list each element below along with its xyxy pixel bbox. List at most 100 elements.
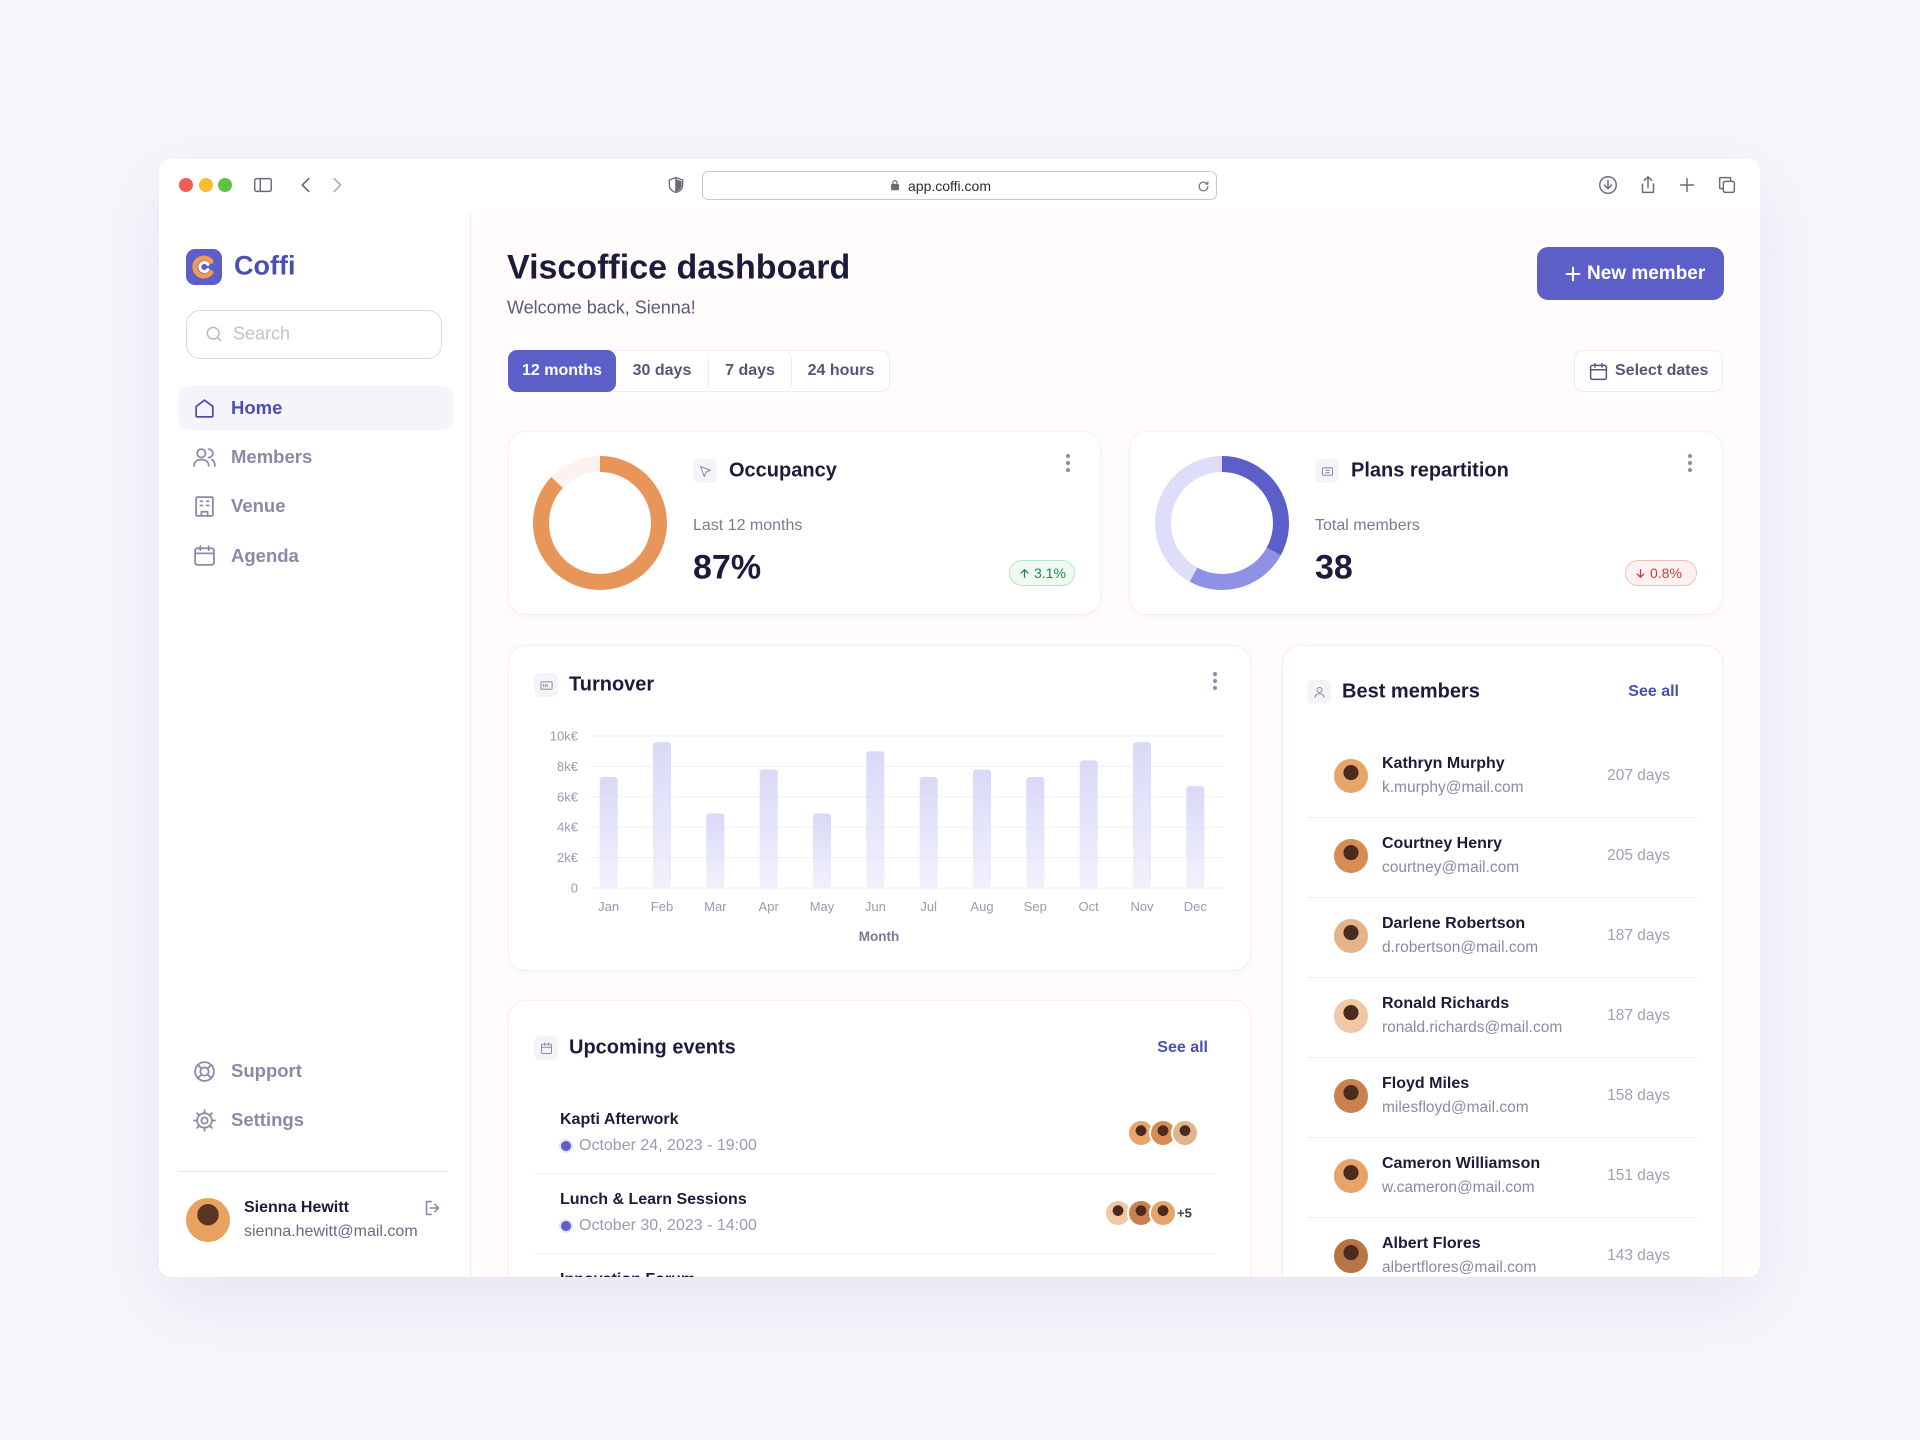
nav-icon[interactable] bbox=[192, 396, 217, 421]
member-name[interactable]: Ronald Richards bbox=[1382, 995, 1510, 1012]
search-box[interactable] bbox=[186, 310, 442, 359]
nav-item[interactable]: Venue bbox=[231, 495, 286, 517]
nav-item[interactable]: Support bbox=[231, 1060, 302, 1081]
nav-icon[interactable] bbox=[192, 494, 217, 519]
card-icon bbox=[539, 678, 554, 693]
arrow-down bbox=[1634, 567, 1647, 580]
row-divider bbox=[1307, 817, 1698, 818]
icon-part bbox=[1321, 466, 1333, 476]
icon-part bbox=[1688, 461, 1692, 465]
icon-part bbox=[1314, 692, 1324, 698]
icon-part bbox=[1688, 468, 1692, 472]
event-name[interactable]: Kapti Afterwork bbox=[560, 1111, 679, 1128]
icon-part bbox=[206, 326, 222, 342]
tab[interactable]: 30 days bbox=[616, 350, 709, 392]
logo[interactable] bbox=[186, 249, 222, 285]
row-divider bbox=[535, 1253, 1215, 1254]
toolbar-button[interactable] bbox=[1716, 174, 1738, 196]
nav-active-bg bbox=[178, 386, 453, 430]
row-divider bbox=[1307, 1217, 1698, 1218]
brand-name: Coffi bbox=[234, 250, 296, 281]
attendees-more: +5 bbox=[1177, 1205, 1192, 1221]
nav-icon[interactable] bbox=[192, 445, 217, 470]
logout-button[interactable] bbox=[422, 1197, 444, 1219]
icon-part bbox=[540, 1041, 552, 1054]
nav-icon[interactable] bbox=[192, 543, 217, 568]
sidebar-toggle[interactable] bbox=[252, 174, 274, 196]
row-divider bbox=[1307, 977, 1698, 978]
sidebar-divider bbox=[178, 1171, 448, 1172]
window-control[interactable] bbox=[198, 178, 213, 192]
plus-icon bbox=[1562, 263, 1584, 285]
icon-part bbox=[892, 180, 898, 185]
icon-part bbox=[193, 547, 215, 566]
nav-item[interactable]: Home bbox=[231, 397, 283, 418]
event-name[interactable]: Innovation Forum bbox=[560, 1271, 696, 1288]
member-name[interactable]: Cameron Williamson bbox=[1382, 1155, 1541, 1172]
event-dot bbox=[561, 1221, 571, 1231]
icon-part bbox=[333, 177, 342, 193]
nav-icon[interactable] bbox=[192, 1108, 217, 1133]
toolbar-button[interactable] bbox=[1597, 174, 1619, 196]
member-name[interactable]: Albert Flores bbox=[1382, 1235, 1481, 1252]
icon-part bbox=[1321, 466, 1333, 476]
icon-part bbox=[1688, 454, 1692, 458]
nav-item[interactable]: Settings bbox=[231, 1109, 304, 1130]
forward-button[interactable] bbox=[326, 174, 348, 196]
select-dates-label[interactable]: Select dates bbox=[1615, 362, 1709, 379]
icon-part bbox=[1213, 679, 1217, 683]
event-dot bbox=[561, 1141, 571, 1151]
icon-part bbox=[1589, 362, 1607, 380]
address-bar[interactable] bbox=[702, 171, 1217, 200]
back-button[interactable] bbox=[295, 174, 317, 196]
tab[interactable]: 7 days bbox=[709, 350, 792, 392]
row-divider bbox=[1307, 1057, 1698, 1058]
nav-item[interactable]: Agenda bbox=[231, 544, 299, 566]
toolbar-button[interactable] bbox=[1637, 174, 1659, 196]
icon-part bbox=[1020, 568, 1028, 578]
user-email: sienna.hewitt@mail.com bbox=[244, 1223, 418, 1240]
reload-button[interactable] bbox=[1196, 179, 1211, 194]
card-title: Upcoming events bbox=[569, 1036, 736, 1059]
tab[interactable]: 12 months bbox=[508, 350, 616, 392]
more-button[interactable] bbox=[1065, 453, 1071, 473]
new-member-label[interactable]: New member bbox=[1587, 263, 1706, 284]
nav-item[interactable]: Members bbox=[231, 446, 313, 468]
tab[interactable]: 24 hours bbox=[807, 362, 875, 379]
more-button[interactable] bbox=[1687, 453, 1693, 473]
member-name[interactable]: Courtney Henry bbox=[1382, 835, 1503, 852]
icon-part bbox=[699, 465, 711, 477]
icon-part bbox=[193, 545, 215, 555]
card-icon-bg bbox=[534, 673, 558, 697]
card-icon bbox=[539, 1041, 554, 1056]
icon-part bbox=[668, 176, 684, 194]
icon-part bbox=[890, 180, 900, 191]
window-control[interactable] bbox=[218, 178, 232, 192]
see-all-link[interactable]: See all bbox=[1628, 683, 1679, 700]
icon-part bbox=[254, 177, 272, 193]
toolbar-button[interactable] bbox=[1676, 174, 1698, 196]
nav-icon[interactable] bbox=[192, 1059, 217, 1084]
member-name[interactable]: Floyd Miles bbox=[1382, 1075, 1470, 1092]
member-name[interactable]: Kathryn Murphy bbox=[1382, 755, 1505, 772]
icon-part bbox=[1066, 454, 1070, 472]
more-button[interactable] bbox=[1212, 671, 1218, 691]
icon-part bbox=[1643, 176, 1653, 189]
icon-part bbox=[301, 177, 310, 193]
icon-part bbox=[1066, 461, 1070, 465]
see-all-link[interactable]: See all bbox=[1157, 1039, 1208, 1056]
member-email: albertflores@mail.com bbox=[1382, 1259, 1537, 1276]
icon-part bbox=[1589, 364, 1607, 380]
event-name[interactable]: Lunch & Learn Sessions bbox=[560, 1191, 747, 1208]
icon-part bbox=[194, 496, 214, 517]
select-dates-button[interactable] bbox=[1574, 350, 1723, 392]
window-control[interactable] bbox=[179, 178, 193, 192]
member-name[interactable]: Darlene Robertson bbox=[1382, 915, 1526, 932]
card-icon-bg bbox=[693, 459, 717, 483]
icon-part bbox=[1066, 454, 1070, 458]
icon-part bbox=[1213, 686, 1217, 690]
icon-part bbox=[1599, 176, 1617, 194]
icon-part bbox=[198, 1065, 210, 1077]
icon-part bbox=[425, 1200, 432, 1216]
icon-part bbox=[539, 680, 553, 690]
